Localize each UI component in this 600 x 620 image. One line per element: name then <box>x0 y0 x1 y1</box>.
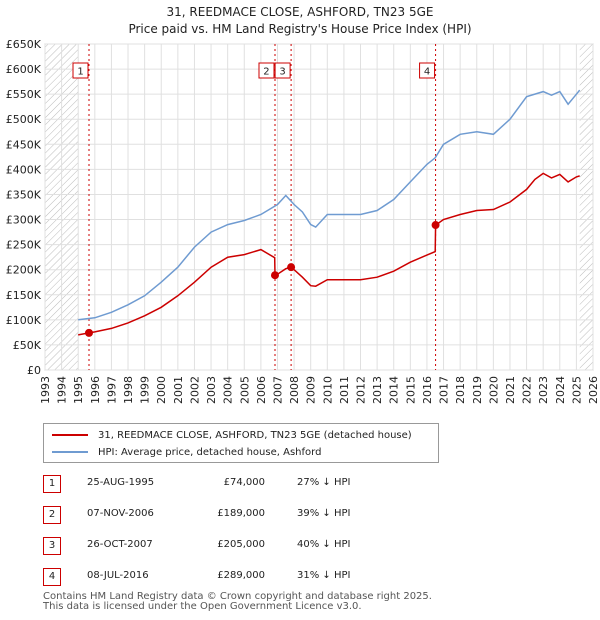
y-tick-label: £0 <box>27 364 41 377</box>
x-tick-label: 2013 <box>371 376 384 404</box>
sale-label-text: 2 <box>263 67 269 78</box>
x-tick-label: 2015 <box>404 376 417 404</box>
x-tick-label: 1998 <box>122 376 135 404</box>
x-tick-label: 2023 <box>537 376 550 404</box>
x-tick-label: 2003 <box>205 376 218 404</box>
x-tick-label: 2009 <box>305 376 318 404</box>
x-tick-label: 2018 <box>454 376 467 404</box>
sales-table-row: 2 07-NOV-2006 £189,000 39% ↓ HPI <box>43 504 563 524</box>
x-tick-label: 2025 <box>570 376 583 404</box>
sale-date: 25-AUG-1995 <box>87 477 155 488</box>
sale-number-badge: 1 <box>43 475 61 493</box>
property-price-line <box>78 172 580 336</box>
y-tick-label: £50K <box>13 339 42 352</box>
sale-label-box <box>274 62 291 79</box>
legend: 31, REEDMACE CLOSE, ASHFORD, TN23 5GE (d… <box>43 423 439 463</box>
sale-price: £74,000 <box>223 477 265 488</box>
sales-table-row: 3 26-OCT-2007 £205,000 40% ↓ HPI <box>43 535 563 555</box>
legend-swatch-property <box>52 434 88 436</box>
x-tick-label: 1993 <box>39 376 52 404</box>
y-tick-label: £350K <box>6 188 42 201</box>
sale-label-text: 3 <box>279 67 285 78</box>
no-data-region-right <box>579 44 593 370</box>
x-tick-label: 2011 <box>338 376 351 404</box>
x-tick-label: 2022 <box>521 376 534 404</box>
y-tick-label: £200K <box>6 264 42 277</box>
x-tick-label: 2014 <box>388 376 401 404</box>
footer: Contains HM Land Registry data © Crown c… <box>43 592 432 612</box>
x-tick-label: 2019 <box>471 376 484 404</box>
x-tick-label: 2010 <box>321 376 334 404</box>
sale-label-text: 1 <box>77 67 83 78</box>
hpi-line <box>78 89 581 321</box>
x-tick-label: 2012 <box>355 376 368 404</box>
x-tick-label: 2008 <box>288 376 301 404</box>
x-tick-label: 2021 <box>504 376 517 404</box>
sale-point <box>431 221 440 230</box>
x-tick-label: 2016 <box>421 376 434 404</box>
y-tick-label: £100K <box>6 314 42 327</box>
x-tick-label: 2007 <box>271 376 284 404</box>
y-tick-label: £650K <box>6 38 42 51</box>
footer-copyright: Contains HM Land Registry data © Crown c… <box>43 591 432 602</box>
y-tick-label: £450K <box>6 138 42 151</box>
y-tick-label: £250K <box>6 239 42 252</box>
legend-item-hpi: HPI: Average price, detached house, Ashf… <box>52 444 321 460</box>
legend-item-property: 31, REEDMACE CLOSE, ASHFORD, TN23 5GE (d… <box>52 427 412 443</box>
sale-number-badge: 2 <box>43 506 61 524</box>
sale-number-badge: 3 <box>43 537 61 555</box>
x-tick-label: 2002 <box>188 376 201 404</box>
x-tick-label: 1994 <box>56 376 69 404</box>
x-tick-label: 1999 <box>139 376 152 404</box>
x-tick-label: 1996 <box>89 376 102 404</box>
legend-swatch-hpi <box>52 451 88 453</box>
plot-area <box>44 43 594 371</box>
sale-date: 07-NOV-2006 <box>87 508 154 519</box>
sale-label-text: 4 <box>424 67 430 78</box>
y-tick-label: £600K <box>6 63 42 76</box>
y-tick-label: £300K <box>6 214 42 227</box>
legend-label-property: 31, REEDMACE CLOSE, ASHFORD, TN23 5GE (d… <box>98 429 412 441</box>
y-tick-label: £400K <box>6 163 42 176</box>
sale-number-badge: 4 <box>43 568 61 586</box>
chart-subtitle: Price paid vs. HM Land Registry's House … <box>128 22 472 36</box>
y-tick-label: £150K <box>6 289 42 302</box>
x-tick-label: 2026 <box>587 376 600 404</box>
x-tick-label: 2024 <box>554 376 567 404</box>
sale-label-box <box>419 62 436 79</box>
x-tick-label: 2001 <box>172 376 185 404</box>
x-tick-label: 1995 <box>72 376 85 404</box>
x-tick-label: 2020 <box>487 376 500 404</box>
sales-table-row: 4 08-JUL-2016 £289,000 31% ↓ HPI <box>43 566 563 586</box>
x-tick-label: 2004 <box>222 376 235 404</box>
x-tick-label: 2000 <box>155 376 168 404</box>
x-tick-label: 1997 <box>105 376 118 404</box>
sale-date: 08-JUL-2016 <box>87 570 149 581</box>
sale-point <box>270 271 279 280</box>
sale-date: 26-OCT-2007 <box>87 539 153 550</box>
sale-label-box <box>258 62 275 79</box>
x-tick-label: 2005 <box>238 376 251 404</box>
sale-hpi-diff: 40% ↓ HPI <box>297 539 351 550</box>
sale-point <box>287 263 296 272</box>
sale-price: £189,000 <box>217 508 265 519</box>
x-tick-label: 2006 <box>255 376 268 404</box>
footer-licence: This data is licensed under the Open Gov… <box>43 601 362 612</box>
sale-price: £205,000 <box>217 539 265 550</box>
sale-label-box <box>72 62 89 79</box>
sale-point <box>85 328 94 337</box>
chart-title: 31, REEDMACE CLOSE, ASHFORD, TN23 5GE <box>166 5 434 19</box>
y-tick-label: £550K <box>6 88 42 101</box>
x-tick-label: 2017 <box>438 376 451 404</box>
sale-hpi-diff: 31% ↓ HPI <box>297 570 351 581</box>
sale-hpi-diff: 39% ↓ HPI <box>297 508 351 519</box>
y-tick-label: £500K <box>6 113 42 126</box>
sales-table-row: 1 25-AUG-1995 £74,000 27% ↓ HPI <box>43 473 563 493</box>
sale-hpi-diff: 27% ↓ HPI <box>297 477 351 488</box>
price-chart: £0 £50K £100K £150K £200K £250K £300K £350K £400… <box>6 38 600 404</box>
legend-label-hpi: HPI: Average price, detached house, Ashf… <box>98 446 322 458</box>
sale-price: £289,000 <box>217 570 265 581</box>
